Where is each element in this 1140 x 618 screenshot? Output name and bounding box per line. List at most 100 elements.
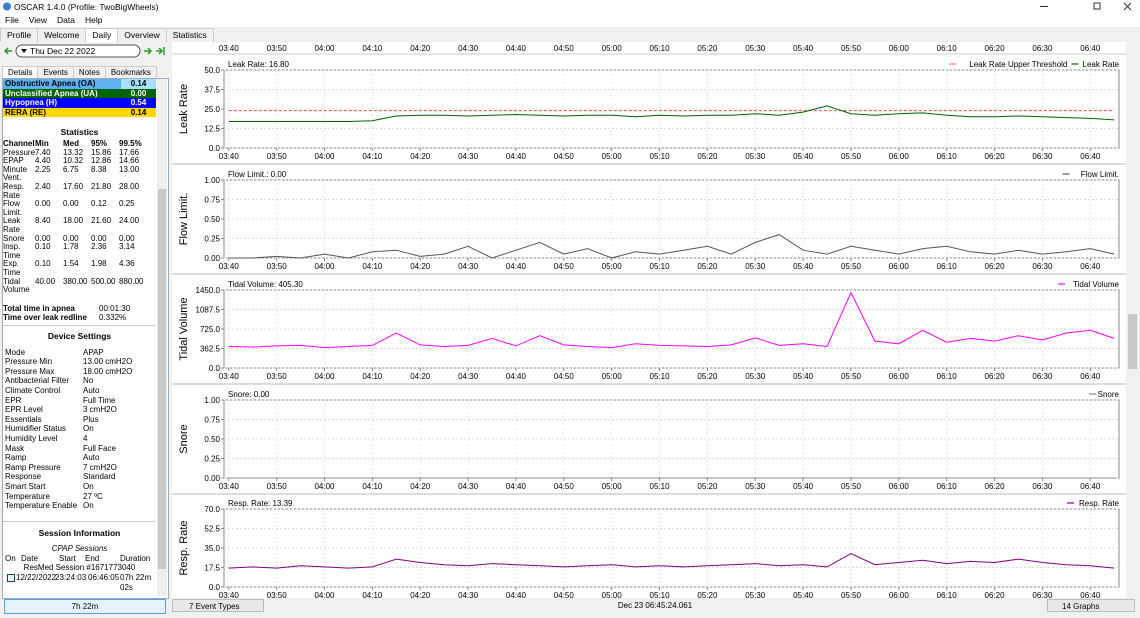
x-tick-label: 04:20: [410, 152, 431, 161]
index-row: Hypopnea (H) 0.54: [3, 98, 156, 108]
graph-header: Resp. Rate: 13.39: [228, 499, 293, 508]
stats-cell: 13.32: [63, 147, 84, 157]
stats-cell: 0.00: [63, 199, 79, 209]
setting-label: Antibacterial Filter: [5, 376, 70, 386]
stats-header-cell: 95%: [91, 139, 108, 148]
y-tick-label: 0.50: [204, 215, 220, 224]
stats-cell: 0.00: [35, 199, 51, 209]
y-tick-label: 70.0: [204, 505, 220, 514]
graph-area: 03:40 03:50 04:00 04:10 04:20 04:30 04:40 04:50…: [172, 42, 1126, 604]
x-tick-label: 06:30: [1032, 591, 1053, 598]
session-end: 06:46:05: [88, 572, 120, 582]
x-tick-label: 05:40: [793, 262, 814, 271]
time-axis-label: 06:20: [985, 44, 1006, 53]
session-checkbox[interactable]: [7, 573, 15, 582]
side-tab[interactable]: Bookmarks: [104, 66, 157, 78]
setting-row: Response Standard: [3, 472, 156, 482]
session-start: 23:24:03: [55, 572, 87, 582]
x-tick-label: 06:30: [1032, 262, 1053, 271]
x-tick-label: 04:50: [554, 372, 575, 381]
setting-row: Temperature Enable On: [3, 501, 156, 511]
total-row: Total time in apnea 00:01:30: [3, 304, 156, 313]
x-tick-label: 05:00: [602, 591, 623, 598]
x-tick-label: 03:40: [219, 482, 240, 491]
maximize-button[interactable]: [1093, 2, 1101, 10]
side-tab[interactable]: Details: [2, 66, 39, 78]
graphs-dropdown[interactable]: 14 Graphs: [1047, 599, 1135, 612]
stats-cell: 2.36: [91, 242, 107, 252]
close-button[interactable]: [1123, 2, 1132, 11]
stats-row: Tidal Volume 40.00 380.00 500.00 880.00: [3, 277, 149, 295]
date-picker[interactable]: [15, 44, 141, 58]
menu-item[interactable]: View: [28, 15, 47, 25]
x-tick-label: 04:10: [362, 152, 383, 161]
x-tick-label: 06:20: [985, 482, 1006, 491]
session-name: ResMed Session #1671773040: [23, 562, 136, 572]
menu-item[interactable]: File: [5, 15, 19, 25]
side-tab[interactable]: Notes: [72, 66, 106, 78]
stats-cell: Minute Vent.: [3, 164, 28, 183]
index-value: 0.14: [121, 107, 156, 117]
event-types-dropdown[interactable]: 7 Event Types: [172, 599, 264, 612]
summary-button[interactable]: 7h 22m: [4, 599, 166, 614]
time-axis-label: 03:40: [219, 44, 240, 53]
stats-cell: 0.10: [35, 242, 51, 252]
y-tick-label: 52.5: [204, 525, 220, 534]
stats-cell: 4.40: [35, 156, 51, 166]
tab[interactable]: Profile: [0, 28, 39, 42]
y-tick-label: 0.00: [204, 474, 220, 483]
stats-cell: Snore: [3, 233, 25, 243]
setting-label: EPR Level: [5, 405, 43, 415]
setting-row: Climate Control Auto: [3, 386, 156, 396]
x-tick-label: 04:30: [458, 591, 479, 598]
details-scrollbar[interactable]: [157, 79, 167, 596]
y-axis-label: Snore: [178, 424, 190, 453]
x-tick-label: 03:50: [267, 152, 288, 161]
setting-value: Auto: [83, 386, 100, 396]
details-panel: Obstructive Apnea (OA) 0.14 Unclassified A…: [3, 79, 156, 596]
time-axis-label: 04:40: [506, 44, 527, 53]
x-tick-label: 05:20: [697, 372, 718, 381]
y-tick-label: 1.00: [204, 176, 220, 185]
stats-cell: Leak Rate: [3, 216, 21, 234]
tab[interactable]: Statistics: [165, 28, 214, 42]
session-header-cell: Start: [59, 553, 76, 563]
session-header-cell: On: [5, 553, 16, 563]
x-tick-label: 05:50: [841, 262, 862, 271]
y-tick-label: 1087.5: [196, 306, 221, 315]
totals: Total time in apnea 00:01:30 Time over lea…: [3, 304, 156, 326]
graph-scroll-thumb[interactable]: [1128, 314, 1137, 369]
x-tick-label: 03:40: [219, 262, 240, 271]
stats-cell: Insp. Time: [3, 242, 21, 260]
next-day-button[interactable]: [144, 47, 153, 55]
stats-cell: 1.98: [91, 259, 107, 269]
x-tick-label: 06:40: [1080, 262, 1101, 271]
prev-day-button[interactable]: [3, 47, 12, 55]
index-row: RERA (RE) 0.14: [3, 107, 156, 117]
stats-row: EPAP 4.40 10.32 12.86 14.66: [3, 157, 149, 166]
tab[interactable]: Daily: [85, 28, 119, 42]
stats-cell: 28.00: [119, 181, 140, 191]
scroll-thumb[interactable]: [158, 189, 166, 569]
stats-cell: 0.00: [91, 233, 107, 243]
x-tick-label: 04:20: [410, 372, 431, 381]
stats-cell: Flow Limit.: [3, 199, 23, 217]
last-day-button[interactable]: [156, 47, 165, 55]
side-tab[interactable]: Events: [37, 66, 74, 78]
x-tick-label: 05:50: [841, 482, 862, 491]
tab[interactable]: Overview: [117, 28, 167, 42]
menu-item[interactable]: Data: [56, 15, 75, 25]
tab[interactable]: Welcome: [37, 28, 87, 42]
graph-scrollbar[interactable]: [1127, 42, 1138, 598]
stats-cell: 21.80: [91, 181, 112, 191]
y-axis-label: Flow Limit.: [178, 193, 190, 246]
x-tick-label: 05:20: [697, 262, 718, 271]
x-tick-label: 04:20: [410, 591, 431, 598]
series-line: [228, 234, 1115, 259]
stats-row: Pressure 7.40 13.32 15.86 17.66: [3, 147, 149, 158]
menu-item[interactable]: Help: [84, 15, 103, 25]
setting-label: Ramp: [5, 453, 27, 463]
setting-row: Ramp Pressure 7 cmH2O: [3, 463, 156, 473]
total-value: 00:01:30: [99, 303, 131, 313]
stats-cell: 15.86: [91, 147, 112, 157]
